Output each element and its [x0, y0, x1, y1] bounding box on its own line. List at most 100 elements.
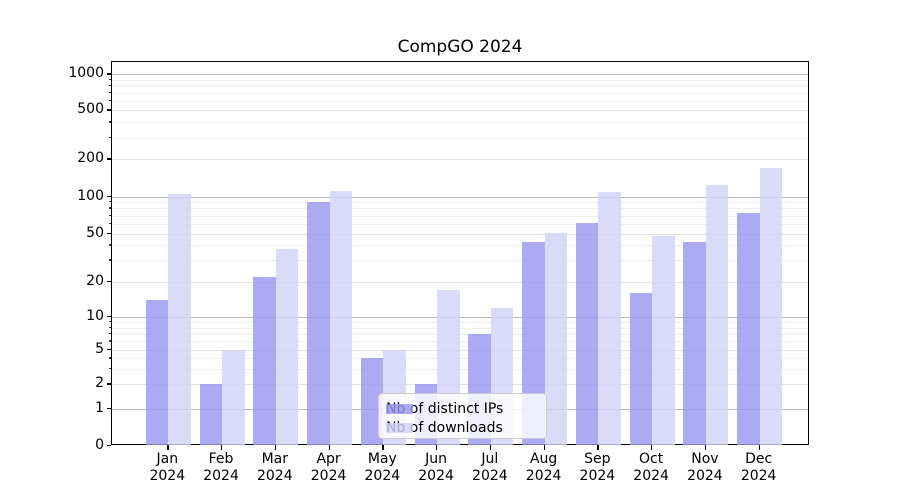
- legend-swatch-downloads: [386, 422, 413, 433]
- y-tick: [106, 195, 111, 197]
- y-tick: [106, 73, 111, 75]
- minor-gridline: [112, 159, 808, 161]
- x-tick-label: Jun 2024: [418, 451, 454, 484]
- y-minor-tick: [108, 357, 111, 359]
- bar-distinct-ips: [199, 384, 223, 445]
- minor-gridline: [112, 341, 808, 343]
- minor-gridline: [112, 369, 808, 371]
- minor-gridline: [112, 260, 808, 262]
- minor-gridline: [112, 233, 808, 235]
- x-tick-label: Jul 2024: [472, 451, 508, 484]
- chart-title: CompGO 2024: [397, 37, 523, 57]
- y-tick-label: 5: [95, 341, 104, 357]
- y-minor-tick: [108, 244, 111, 246]
- y-tick: [106, 316, 111, 318]
- bar-distinct-ips: [683, 241, 706, 445]
- legend-label-downloads: Nb of downloads: [386, 419, 503, 436]
- y-tick: [106, 232, 111, 234]
- y-tick: [106, 109, 111, 111]
- minor-gridline: [112, 208, 808, 210]
- y-minor-tick: [108, 321, 111, 323]
- y-tick-label: 1: [95, 400, 104, 416]
- y-minor-tick: [108, 136, 111, 138]
- y-minor-tick: [108, 259, 111, 261]
- bar-distinct-ips: [145, 299, 169, 445]
- bar-distinct-ips: [307, 202, 330, 445]
- minor-gridline: [112, 350, 808, 351]
- y-minor-tick: [108, 340, 111, 342]
- y-minor-tick: [108, 201, 111, 203]
- x-tick: [274, 445, 277, 450]
- minor-gridline: [112, 122, 808, 124]
- minor-gridline: [112, 322, 808, 324]
- y-minor-tick: [108, 91, 111, 94]
- bar-downloads: [759, 167, 783, 445]
- x-tick-label: Sep 2024: [579, 451, 616, 484]
- minor-gridline: [112, 223, 808, 225]
- y-minor-tick: [108, 207, 111, 209]
- x-tick: [597, 445, 599, 450]
- y-minor-tick: [108, 78, 111, 81]
- bar-downloads: [652, 235, 675, 445]
- legend-item-distinct-ips: Nb of distinct IPs: [386, 399, 546, 418]
- y-minor-tick: [108, 326, 111, 328]
- y-tick: [106, 158, 111, 160]
- bar-downloads: [329, 190, 353, 445]
- y-tick-label: 2: [95, 375, 104, 392]
- bar-downloads: [598, 191, 621, 445]
- y-tick: [106, 408, 111, 410]
- minor-gridline: [112, 327, 808, 329]
- y-tick-label: 10: [86, 308, 104, 324]
- x-tick-label: Feb 2024: [203, 451, 239, 484]
- major-gridline: [112, 74, 808, 76]
- x-tick: [651, 445, 653, 450]
- x-tick: [382, 445, 384, 450]
- minor-gridline: [112, 333, 808, 335]
- minor-gridline: [112, 215, 808, 217]
- y-minor-tick: [108, 222, 111, 225]
- minor-gridline: [112, 384, 808, 386]
- legend-swatch-distinct-ips: [386, 403, 413, 414]
- x-tick: [489, 445, 492, 450]
- plot-area: [111, 61, 809, 445]
- x-tick-label: May 2024: [364, 451, 401, 484]
- x-tick: [758, 445, 760, 450]
- major-gridline: [112, 196, 808, 198]
- bar-distinct-ips: [575, 223, 599, 445]
- x-tick: [167, 445, 169, 450]
- x-tick-label: Oct 2024: [633, 451, 669, 484]
- bar-downloads: [544, 232, 568, 445]
- major-gridline: [112, 317, 808, 318]
- y-tick-label: 20: [86, 272, 104, 289]
- bar-downloads: [275, 249, 299, 445]
- bar-distinct-ips: [253, 276, 276, 445]
- y-tick-label: 1000: [68, 65, 104, 82]
- minor-gridline: [112, 137, 808, 139]
- y-tick: [106, 349, 111, 351]
- minor-gridline: [112, 100, 808, 102]
- y-tick-label: 100: [77, 187, 104, 204]
- x-tick-label: Mar 2024: [256, 451, 293, 484]
- minor-gridline: [112, 92, 808, 94]
- y-minor-tick: [108, 332, 111, 335]
- y-tick: [106, 280, 111, 282]
- minor-gridline: [112, 358, 808, 360]
- legend-item-downloads: Nb of downloads: [386, 418, 546, 437]
- y-minor-tick: [108, 84, 111, 87]
- bar-downloads: [222, 350, 245, 445]
- minor-gridline: [112, 110, 808, 112]
- x-tick-label: Aug 2024: [525, 451, 562, 484]
- x-tick: [704, 445, 707, 450]
- x-tick: [436, 445, 438, 450]
- y-tick: [106, 383, 111, 385]
- legend-label-distinct-ips: Nb of distinct IPs: [386, 400, 504, 417]
- y-minor-tick: [108, 368, 111, 370]
- x-tick: [328, 445, 330, 450]
- y-tick-label: 0: [95, 436, 104, 453]
- bar-distinct-ips: [737, 213, 760, 445]
- y-minor-tick: [108, 99, 111, 102]
- minor-gridline: [112, 281, 808, 283]
- bar-downloads: [705, 185, 729, 445]
- legend: Nb of distinct IPs Nb of downloads: [378, 393, 547, 439]
